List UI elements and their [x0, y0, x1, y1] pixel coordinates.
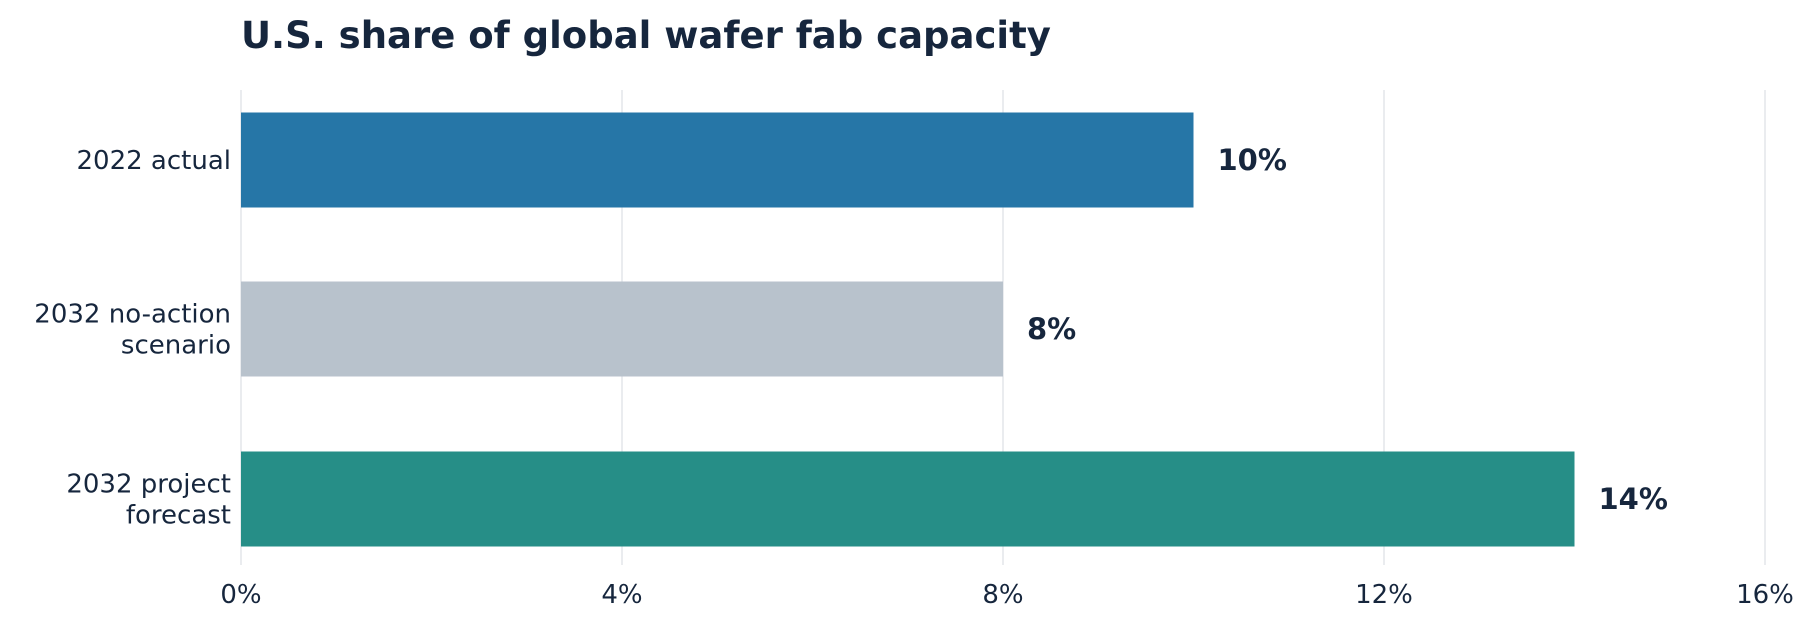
bar	[241, 281, 1003, 377]
category-label: forecast	[126, 501, 231, 531]
category-label: 2032 no-action	[34, 300, 231, 330]
bar	[241, 451, 1575, 547]
x-tick-label: 12%	[1355, 580, 1413, 610]
category-label: 2022 actual	[77, 146, 232, 176]
labels: 0% 4% 8% 12% 16% 10% 2022 actual 8% 2032 no-acti…	[34, 143, 1794, 610]
bar	[241, 112, 1194, 208]
x-tick-label: 0%	[220, 580, 261, 610]
category-label: scenario	[121, 331, 231, 361]
x-tick-label: 8%	[982, 580, 1023, 610]
data-label: 14%	[1599, 482, 1668, 516]
x-tick-label: 4%	[601, 580, 642, 610]
chart-title: U.S. share of global wafer fab capacity	[241, 14, 1051, 57]
data-label: 8%	[1027, 312, 1076, 346]
x-tick-label: 16%	[1736, 580, 1794, 610]
category-label: 2032 project	[66, 470, 231, 500]
bars	[241, 112, 1575, 547]
data-label: 10%	[1218, 143, 1287, 177]
